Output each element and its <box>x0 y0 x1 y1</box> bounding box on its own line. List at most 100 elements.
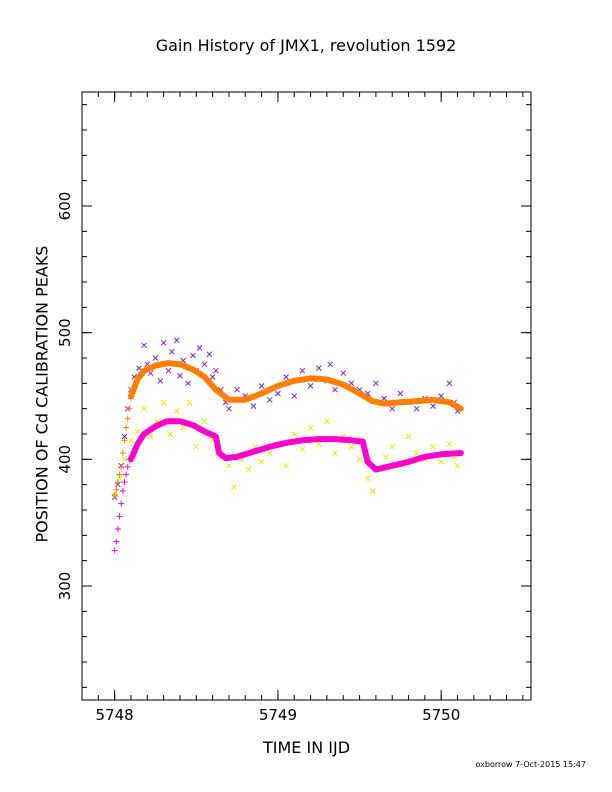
series-2-point <box>116 471 123 478</box>
series-0-point <box>250 403 257 409</box>
series-1-point <box>389 443 396 450</box>
series-0-point <box>275 390 281 397</box>
series-3-point <box>119 488 126 494</box>
series-1-point <box>245 466 252 473</box>
series-0-point <box>201 361 208 368</box>
series-0-point <box>141 342 147 349</box>
series-1-point <box>430 443 436 450</box>
series-0-point <box>234 386 240 393</box>
series-3-point <box>111 547 118 554</box>
series-2-point <box>118 463 125 470</box>
series-2-point <box>111 491 118 498</box>
series-3-point <box>114 526 121 532</box>
series-1-point <box>147 433 154 440</box>
series-1-point <box>283 462 289 469</box>
y-tick-label: 300 <box>56 572 74 601</box>
series-1-point <box>258 459 265 465</box>
x-tick-label: 5750 <box>422 706 460 724</box>
series-1-point <box>364 475 371 482</box>
series-1-point <box>230 484 237 491</box>
series-2-point <box>114 479 121 486</box>
series-2-point <box>124 415 131 422</box>
series-0-point <box>397 390 404 397</box>
plot-frame <box>81 91 532 701</box>
series-0-point <box>209 374 216 380</box>
footer-timestamp: oxborrow 7-Oct-2015 15:47 <box>475 760 586 769</box>
series-0-point <box>226 405 232 412</box>
series-1-point <box>291 431 298 437</box>
series-1-point <box>173 408 180 415</box>
series-1-point <box>193 443 200 450</box>
series-1-point <box>186 399 193 406</box>
series-0-point <box>266 396 273 403</box>
y-tick-label: 400 <box>56 445 74 474</box>
series-0-point <box>340 370 347 377</box>
series-1-point <box>446 441 453 447</box>
series-1-point <box>332 450 338 456</box>
series-0-point <box>430 403 436 409</box>
y-tick-label: 500 <box>56 318 74 347</box>
series-1-point <box>438 459 445 465</box>
series-3-point <box>124 463 131 470</box>
series-0-point <box>315 365 322 371</box>
series-1-point <box>315 441 322 447</box>
series-1-point <box>307 424 314 431</box>
series-3-point <box>113 538 120 545</box>
series-1-point <box>454 462 461 469</box>
series-1-point <box>141 405 147 412</box>
series-1-point <box>413 450 420 456</box>
series-0-point <box>327 361 334 368</box>
series-0-point <box>185 380 191 387</box>
series-0-point <box>152 355 159 361</box>
series-0-point <box>157 377 164 384</box>
series-1-point <box>369 488 376 494</box>
series-0-point <box>177 372 183 379</box>
series-0-point <box>136 365 142 371</box>
series-0-point <box>373 380 379 387</box>
series-1-point <box>382 453 389 460</box>
y-tick-label: 600 <box>56 192 74 221</box>
series-1-point <box>128 437 134 444</box>
x-axis-label: TIME IN IJD <box>262 738 351 757</box>
x-tick-label: 5749 <box>259 706 297 724</box>
series-3-point <box>118 500 125 507</box>
series-5-curve <box>128 418 464 473</box>
series-0-point <box>307 383 314 389</box>
series-1-point <box>348 443 355 450</box>
x-tick-label: 5748 <box>96 706 134 724</box>
series-0-point <box>165 367 172 374</box>
series-3-point <box>116 513 123 520</box>
series-1-point <box>180 424 187 431</box>
series-1-point <box>324 418 330 425</box>
series-0-point <box>206 351 213 358</box>
series-0-point <box>332 386 338 393</box>
series-1-point <box>405 433 412 440</box>
series-0-point <box>283 374 289 380</box>
series-0-point <box>291 393 298 399</box>
series-0-point <box>446 380 453 387</box>
series-1-point <box>356 456 363 463</box>
series-1-point <box>134 428 141 435</box>
series-0-point <box>413 405 420 412</box>
series-0-point <box>196 345 203 351</box>
series-0-point <box>213 367 219 374</box>
series-0-point <box>168 348 175 355</box>
series-4-curve <box>128 360 464 412</box>
series-1-point <box>160 399 167 406</box>
series-0-point <box>190 352 196 359</box>
series-2-point <box>126 405 133 412</box>
series-1-point <box>226 462 232 469</box>
series-1-point <box>201 418 208 425</box>
series-0-point <box>438 393 445 399</box>
series-0-point <box>160 339 167 346</box>
series-2-point <box>113 486 120 493</box>
series-2-point <box>119 450 126 456</box>
series-1-point <box>266 450 273 456</box>
series-1-point <box>167 431 174 437</box>
series-1-point <box>121 456 128 463</box>
y-axis-label: POSITION OF Cd CALIBRATION PEAKS <box>32 245 52 543</box>
series-0-point <box>173 337 180 344</box>
series-2-point <box>123 424 130 431</box>
series-0-point <box>389 405 396 412</box>
